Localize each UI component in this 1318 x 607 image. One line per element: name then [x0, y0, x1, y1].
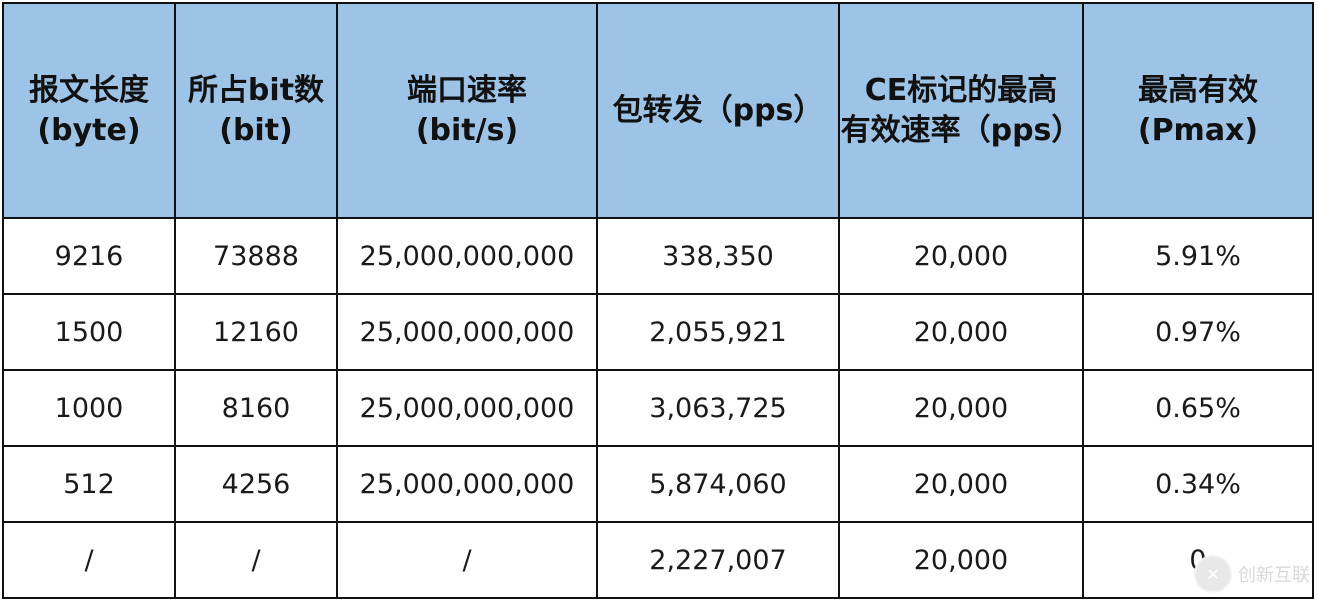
data-table: 报文长度 (byte) 所占bit数 (bit) 端口速率 (bit/s) 包转…	[2, 2, 1314, 599]
table-row: 9216 73888 25,000,000,000 338,350 20,000…	[2, 217, 1314, 295]
header-bit-count: 所占bit数 (bit)	[174, 2, 338, 219]
table-cell: 20,000	[838, 217, 1084, 295]
table-row: 1000 8160 25,000,000,000 3,063,725 20,00…	[2, 369, 1314, 447]
table-cell: 25,000,000,000	[336, 293, 598, 371]
table-header: 报文长度 (byte) 所占bit数 (bit) 端口速率 (bit/s) 包转…	[2, 2, 1314, 219]
table-cell: 20,000	[838, 445, 1084, 523]
brand-logo-icon: ✕	[1194, 555, 1232, 593]
table-body: 9216 73888 25,000,000,000 338,350 20,000…	[2, 217, 1314, 599]
table-row: / / / 2,227,007 20,000 0	[2, 521, 1314, 599]
table-cell: 1000	[2, 369, 176, 447]
table-cell: 5.91%	[1082, 217, 1314, 295]
table-cell: 12160	[174, 293, 338, 371]
table-cell: /	[174, 521, 338, 599]
table-cell: 25,000,000,000	[336, 369, 598, 447]
table-cell: 5,874,060	[596, 445, 840, 523]
table-cell: 25,000,000,000	[336, 445, 598, 523]
header-ce-max-rate: CE标记的最高 有效速率（pps）	[838, 2, 1084, 219]
table-cell: 338,350	[596, 217, 840, 295]
table-cell: 73888	[174, 217, 338, 295]
table-cell: /	[336, 521, 598, 599]
table-cell: 20,000	[838, 521, 1084, 599]
table-cell: 3,063,725	[596, 369, 840, 447]
table-cell: 9216	[2, 217, 176, 295]
table-cell: 0.34%	[1082, 445, 1314, 523]
table-cell: 2,227,007	[596, 521, 840, 599]
watermark-text: 创新互联	[1238, 565, 1310, 586]
table-cell: 4256	[174, 445, 338, 523]
table-cell: 25,000,000,000	[336, 217, 598, 295]
watermark: ✕ 创新互联	[1194, 555, 1310, 593]
table-cell: 1500	[2, 293, 176, 371]
table-cell: 20,000	[838, 293, 1084, 371]
table-cell: 2,055,921	[596, 293, 840, 371]
table-row: 512 4256 25,000,000,000 5,874,060 20,000…	[2, 445, 1314, 523]
header-pmax: 最高有效 (Pmax)	[1082, 2, 1314, 219]
header-port-rate: 端口速率 (bit/s)	[336, 2, 598, 219]
table-cell: 0.65%	[1082, 369, 1314, 447]
table-row: 1500 12160 25,000,000,000 2,055,921 20,0…	[2, 293, 1314, 371]
table-cell: 512	[2, 445, 176, 523]
header-row: 报文长度 (byte) 所占bit数 (bit) 端口速率 (bit/s) 包转…	[2, 2, 1314, 219]
table-cell: 20,000	[838, 369, 1084, 447]
table-cell: 8160	[174, 369, 338, 447]
table-cell: /	[2, 521, 176, 599]
header-packet-forwarding: 包转发（pps）	[596, 2, 840, 219]
header-packet-length: 报文长度 (byte)	[2, 2, 176, 219]
table-cell: 0.97%	[1082, 293, 1314, 371]
